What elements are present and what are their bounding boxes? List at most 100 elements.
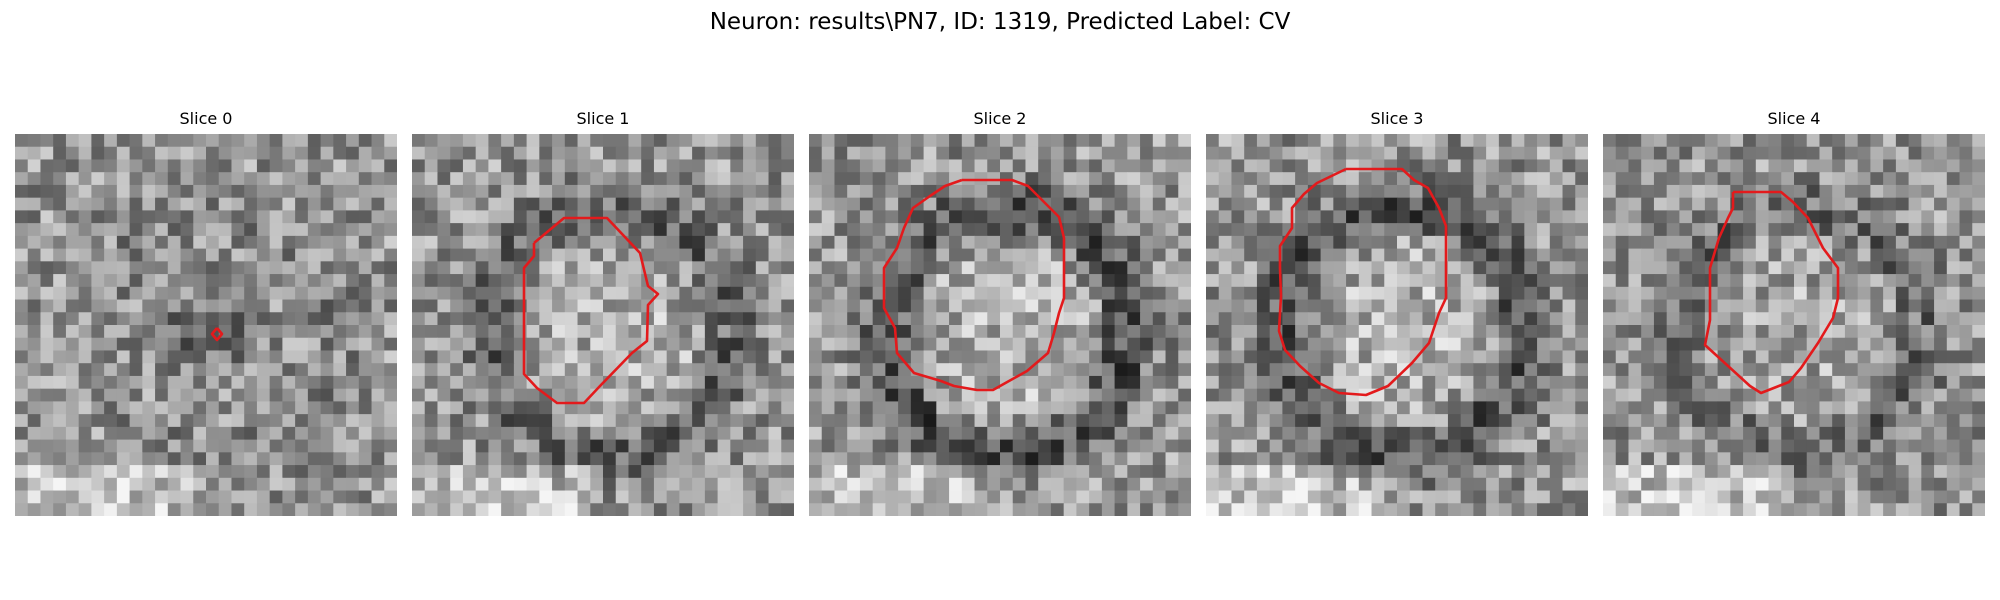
pixel — [847, 439, 861, 453]
pixel — [1409, 312, 1423, 326]
pixel — [1615, 375, 1629, 390]
pixel — [1050, 503, 1065, 516]
pixel — [27, 134, 41, 148]
pixel — [1397, 388, 1411, 402]
pixel — [1435, 401, 1449, 415]
pixel — [1063, 261, 1077, 275]
pixel — [653, 490, 668, 504]
pixel — [666, 223, 680, 237]
pixel — [809, 223, 823, 237]
pixel — [1628, 350, 1642, 364]
pixel — [704, 134, 719, 148]
pixel — [1603, 248, 1617, 262]
pixel — [821, 299, 835, 313]
pixel — [307, 172, 322, 186]
pixel — [1206, 299, 1220, 313]
pixel — [704, 235, 719, 250]
pixel — [1178, 274, 1191, 288]
pixel — [1178, 503, 1191, 516]
pixel — [1959, 350, 1973, 364]
pixel — [1358, 261, 1373, 275]
pixel — [218, 184, 232, 199]
pixel — [1460, 439, 1474, 453]
pixel — [1371, 452, 1385, 466]
pixel — [590, 299, 604, 313]
pixel — [1806, 452, 1820, 466]
pixel — [1781, 223, 1795, 237]
pixel — [142, 223, 156, 237]
pixel — [1549, 363, 1564, 377]
pixel — [615, 375, 629, 390]
pixel — [155, 414, 169, 428]
pixel — [1562, 299, 1576, 313]
pixel — [859, 375, 874, 390]
pixel — [295, 465, 309, 479]
pixel — [1498, 184, 1513, 199]
pixel — [1218, 426, 1232, 441]
pixel — [180, 414, 194, 428]
pixel — [129, 299, 143, 313]
pixel — [53, 146, 67, 160]
pixel — [1206, 274, 1220, 288]
pixel — [91, 172, 105, 186]
pixel — [1063, 452, 1077, 466]
pixel — [1562, 414, 1576, 428]
pixel — [104, 388, 118, 402]
pixel — [65, 325, 80, 339]
pixel — [679, 134, 693, 148]
pixel — [346, 401, 360, 415]
pixel — [1384, 159, 1398, 173]
pixel — [1730, 134, 1744, 148]
pixel — [27, 210, 41, 224]
pixel — [424, 465, 438, 479]
pixel — [577, 274, 591, 288]
pixel — [65, 261, 80, 275]
pixel — [412, 503, 426, 516]
pixel — [1256, 426, 1271, 441]
pixel — [910, 452, 925, 466]
pixel — [1870, 159, 1884, 173]
pixel — [539, 337, 553, 351]
pixel — [615, 401, 629, 415]
pixel — [1320, 414, 1334, 428]
pixel — [450, 490, 464, 504]
pixel — [1447, 134, 1462, 148]
pixel — [1755, 350, 1770, 364]
pixel — [1537, 439, 1551, 453]
pixel — [1206, 197, 1220, 211]
pixel — [91, 146, 105, 160]
pixel — [501, 388, 515, 402]
pixel — [1269, 439, 1283, 453]
pixel — [910, 172, 925, 186]
pixel — [809, 350, 823, 364]
pixel — [1908, 235, 1922, 250]
pixel — [1575, 235, 1588, 250]
pixel — [450, 325, 464, 339]
pixel — [552, 388, 566, 402]
pixel — [539, 286, 553, 301]
pixel — [1806, 414, 1820, 428]
pixel — [40, 146, 54, 160]
pixel — [27, 452, 41, 466]
pixel — [1346, 235, 1360, 250]
pixel — [78, 350, 92, 364]
pixel — [1076, 375, 1090, 390]
pixel — [450, 274, 464, 288]
pixel — [1050, 248, 1065, 262]
pixel — [384, 312, 397, 326]
pixel — [244, 274, 258, 288]
pixel — [1730, 426, 1744, 441]
pixel — [40, 325, 54, 339]
pixel — [1704, 235, 1719, 250]
pixel — [1038, 299, 1052, 313]
pixel — [885, 261, 899, 275]
pixel — [78, 503, 92, 516]
pixel — [615, 146, 629, 160]
pixel — [1498, 210, 1513, 224]
pixel — [27, 350, 41, 364]
pixel — [358, 197, 373, 211]
pixel — [1768, 439, 1782, 453]
pixel — [1511, 414, 1525, 428]
pixel — [1127, 426, 1141, 441]
pixel — [1447, 261, 1462, 275]
